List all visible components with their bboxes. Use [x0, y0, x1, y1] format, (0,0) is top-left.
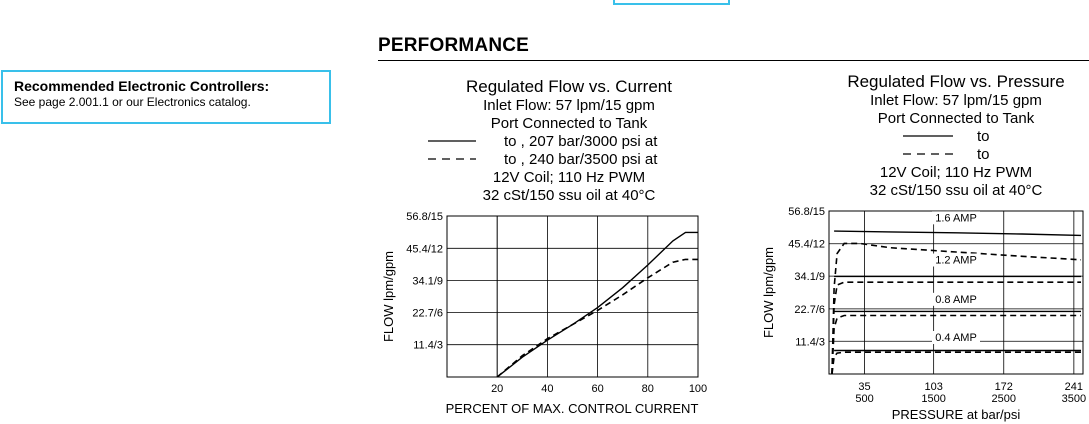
y-tick-label: 45.4/12 — [788, 239, 825, 251]
x-tick-label: 20 — [491, 383, 503, 395]
legend-entry: to — [977, 146, 990, 163]
y-axis-label: FLOW lpm/gpm — [381, 251, 396, 342]
y-tick-label: 11.4/3 — [413, 340, 443, 352]
y-tick-label: 56.8/15 — [406, 211, 443, 223]
annotation-bg — [932, 292, 980, 306]
chart-condition-line: 32 cSt/150 ssu oil at 40°C — [483, 187, 656, 204]
section-title: PERFORMANCE — [378, 35, 530, 56]
plot-frame — [446, 215, 699, 378]
chart-title: Regulated Flow vs. Pressure — [847, 72, 1064, 91]
series-line-dashed — [831, 281, 1081, 375]
series-annotation: 1.2 AMP — [935, 255, 977, 267]
y-tick-label: 22.7/6 — [794, 304, 825, 316]
x-tick-label: 80 — [642, 383, 654, 395]
annotation-bg — [932, 211, 980, 225]
y-tick-label: 11.4/3 — [795, 336, 825, 348]
chart-condition-line: 32 cSt/150 ssu oil at 40°C — [870, 182, 1043, 199]
section-divider — [378, 60, 1089, 61]
x-tick-label: 241 — [1065, 381, 1083, 393]
series-line-dashed — [831, 314, 1081, 375]
x-tick-label: 103 — [924, 381, 942, 393]
annotation-bg — [932, 253, 980, 267]
x-tick-label: 35 — [858, 381, 870, 393]
x-tick-label: 60 — [591, 383, 603, 395]
x-tick-label: 1500 — [921, 393, 945, 405]
x-axis-label: PRESSURE at bar/psi — [892, 407, 1021, 422]
top-tab-outline — [613, 0, 730, 5]
series-line-dashed — [496, 258, 698, 378]
legend-entry: to — [977, 128, 990, 145]
series-line-solid — [496, 231, 698, 378]
x-tick-label: 500 — [855, 393, 873, 405]
y-tick-label: 34.1/9 — [412, 275, 443, 287]
y-tick-label: 45.4/12 — [406, 243, 443, 255]
legend-entry: to , 240 bar/3500 psi at — [504, 151, 658, 168]
controllers-callout: Recommended Electronic Controllers: See … — [1, 70, 331, 124]
chart-subtitle-line: Inlet Flow: 57 lpm/15 gpm — [483, 97, 655, 114]
controllers-note: See page 2.001.1 or our Electronics cata… — [14, 95, 251, 109]
y-tick-label: 22.7/6 — [412, 308, 443, 320]
controllers-title: Recommended Electronic Controllers: — [14, 78, 270, 94]
legend-entry: to , 207 bar/3000 psi at — [504, 133, 658, 150]
x-tick-label: 40 — [541, 383, 553, 395]
chart-subtitle-line: Inlet Flow: 57 lpm/15 gpm — [870, 92, 1042, 109]
series-annotation: 1.6 AMP — [935, 212, 977, 224]
plot-frame — [828, 210, 1084, 375]
chart-condition-line: 12V Coil; 110 Hz PWM — [880, 164, 1032, 181]
chart-subtitle-line: Port Connected to Tank — [878, 110, 1035, 127]
y-axis-label: FLOW lpm/gpm — [761, 247, 776, 338]
x-tick-label: 3500 — [1062, 393, 1086, 405]
chart-condition-line: 12V Coil; 110 Hz PWM — [493, 169, 645, 186]
series-annotation: 0.4 AMP — [935, 332, 977, 344]
series-line-solid — [834, 230, 1082, 237]
chart-title: Regulated Flow vs. Current — [466, 77, 672, 96]
chart-subtitle-line: Port Connected to Tank — [491, 115, 648, 132]
y-tick-label: 56.8/15 — [788, 206, 825, 218]
y-tick-label: 34.1/9 — [794, 271, 825, 283]
x-tick-label: 100 — [689, 383, 707, 395]
series-line-dashed — [831, 351, 1081, 375]
x-tick-label: 2500 — [992, 393, 1016, 405]
series-annotation: 0.8 AMP — [935, 294, 977, 306]
annotation-bg — [932, 330, 980, 344]
x-tick-label: 172 — [995, 381, 1013, 393]
x-axis-label: PERCENT OF MAX. CONTROL CURRENT — [446, 401, 699, 416]
